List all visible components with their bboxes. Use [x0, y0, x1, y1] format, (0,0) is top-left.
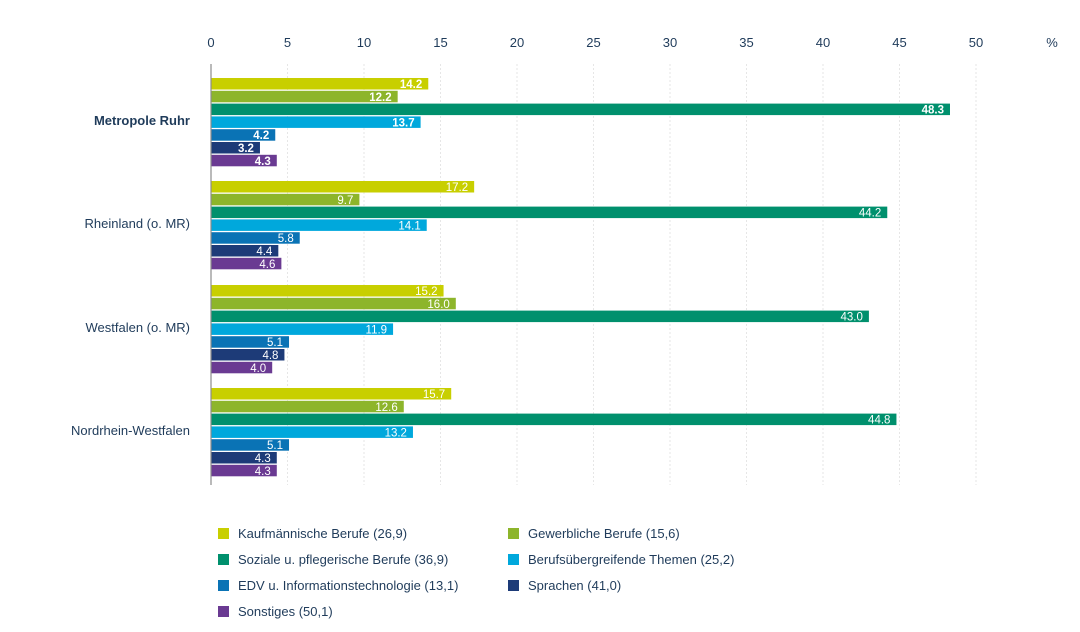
- bar: [211, 116, 421, 128]
- legend-label: Soziale u. pflegerische Berufe (36,9): [238, 552, 449, 567]
- bar: [211, 154, 277, 167]
- x-tick-label: 15: [433, 35, 447, 50]
- legend-swatch: [508, 580, 519, 591]
- bar-value-label: 13.2: [385, 427, 407, 439]
- bar-value-label: 17.2: [446, 182, 468, 194]
- x-tick-label: 10: [357, 35, 371, 50]
- bar: [211, 285, 444, 297]
- bar: [211, 206, 888, 219]
- bar-value-label: 44.2: [859, 208, 881, 220]
- legend-swatch: [508, 554, 519, 565]
- bar: [211, 426, 413, 438]
- x-tick-label: 0: [207, 35, 214, 50]
- bar-value-label: 4.2: [253, 130, 269, 142]
- category-label: Nordrhein-Westfalen: [71, 423, 190, 438]
- bar: [211, 232, 300, 244]
- bar-value-label: 12.2: [369, 92, 391, 104]
- bar-value-label: 15.7: [423, 389, 445, 401]
- bar: [211, 349, 285, 361]
- bar-value-label: 13.7: [392, 117, 414, 129]
- bar: [211, 388, 452, 400]
- bar-value-label: 3.2: [238, 143, 254, 155]
- legend-label: Berufsübergreifende Themen (25,2): [528, 552, 735, 567]
- x-tick-label: 40: [816, 35, 830, 50]
- legend-label: Kaufmännische Berufe (26,9): [238, 526, 408, 541]
- legend-label: Gewerbliche Berufe (15,6): [528, 526, 680, 541]
- bar-value-label: 12.6: [375, 402, 397, 414]
- bar: [211, 257, 282, 270]
- bar-chart: 0 5 10 15 20 25 30 35 40 45 50% 14.2 12.2 48.3 13.7 4.…: [71, 35, 1058, 485]
- x-tick-label: 35: [739, 35, 753, 50]
- bar: [211, 181, 475, 193]
- bar: [211, 78, 429, 90]
- bar: [211, 464, 277, 477]
- bar: [211, 323, 394, 335]
- bar-value-label: 5.8: [278, 233, 294, 245]
- bar: [211, 297, 456, 310]
- legend-item: Berufsübergreifende Themen (25,2): [508, 552, 734, 567]
- x-tick-label: 20: [510, 35, 524, 50]
- bar-value-label: 4.8: [262, 350, 278, 362]
- legend-swatch: [218, 580, 229, 591]
- bar: [211, 361, 273, 374]
- x-tick-label: 50: [969, 35, 983, 50]
- legend-item: Soziale u. pflegerische Berufe (36,9): [218, 552, 448, 567]
- bar: [211, 90, 398, 103]
- bar-value-label: 48.3: [922, 105, 944, 117]
- bar-labels: 14.212.248.313.74.23.24.317.29.744.214.1…: [238, 79, 944, 478]
- bar: [211, 413, 897, 426]
- bar-value-label: 11.9: [366, 324, 388, 336]
- bar-value-label: 16.0: [427, 299, 449, 311]
- legend-label: EDV u. Informationstechnologie (13,1): [238, 578, 459, 593]
- category-labels: Metropole Ruhr Rheinland (o. MR) Westfalen…: [71, 113, 190, 438]
- bar: [211, 310, 869, 323]
- bar: [211, 103, 950, 116]
- bar: [211, 219, 427, 231]
- legend-item: Kaufmännische Berufe (26,9): [218, 526, 407, 541]
- legend-swatch: [218, 606, 229, 617]
- bar: [211, 193, 360, 206]
- bar-value-label: 4.6: [259, 259, 275, 271]
- bar-value-label: 14.1: [398, 220, 420, 232]
- legend-item: Sonstiges (50,1): [218, 604, 333, 619]
- bar: [211, 452, 277, 464]
- category-label: Westfalen (o. MR): [85, 320, 190, 335]
- bar-value-label: 14.2: [400, 79, 422, 91]
- bars: [211, 78, 950, 477]
- x-tick-label: 30: [663, 35, 677, 50]
- x-tick-label: 45: [892, 35, 906, 50]
- legend-label: Sprachen (41,0): [528, 578, 622, 593]
- legend-item: Sprachen (41,0): [508, 578, 621, 593]
- bar-value-label: 4.4: [256, 246, 273, 258]
- bar-value-label: 4.3: [255, 466, 271, 478]
- legend-label: Sonstiges (50,1): [238, 604, 333, 619]
- x-axis-ticks: 0 5 10 15 20 25 30 35 40 45 50%: [207, 35, 1058, 50]
- bar: [211, 129, 276, 141]
- bar-value-label: 9.7: [337, 195, 353, 207]
- bar-value-label: 43.0: [841, 312, 863, 324]
- legend-item: EDV u. Informationstechnologie (13,1): [218, 578, 458, 593]
- bar-value-label: 4.3: [255, 453, 271, 465]
- bar-value-label: 5.1: [267, 440, 283, 452]
- bar: [211, 245, 279, 257]
- x-axis-unit: %: [1046, 35, 1058, 50]
- legend-swatch: [508, 528, 519, 539]
- bar-value-label: 4.0: [250, 363, 266, 375]
- bar: [211, 336, 290, 348]
- legend-swatch: [218, 554, 229, 565]
- category-label: Metropole Ruhr: [94, 113, 190, 128]
- legend-item: Gewerbliche Berufe (15,6): [508, 526, 680, 541]
- bar-value-label: 4.3: [255, 156, 271, 168]
- bar-value-label: 5.1: [267, 337, 283, 349]
- bar-value-label: 15.2: [415, 286, 437, 298]
- legend-swatch: [218, 528, 229, 539]
- bar: [211, 400, 404, 413]
- bar: [211, 439, 290, 451]
- x-tick-label: 25: [586, 35, 600, 50]
- bar: [211, 142, 260, 154]
- category-label: Rheinland (o. MR): [85, 216, 191, 231]
- bar-value-label: 44.8: [868, 415, 890, 427]
- x-tick-label: 5: [284, 35, 291, 50]
